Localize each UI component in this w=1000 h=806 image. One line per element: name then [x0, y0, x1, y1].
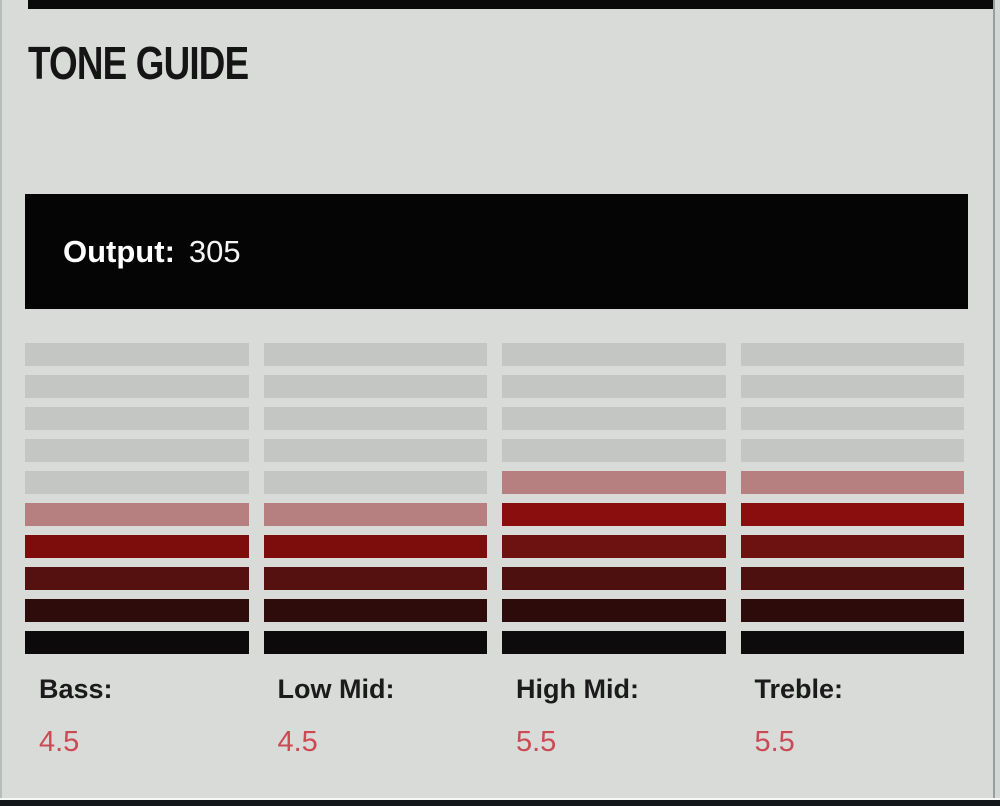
label-cell-treble: Treble: 5.5: [741, 674, 965, 759]
meter-segment: [740, 535, 964, 558]
meter-segment: [502, 503, 726, 526]
meter-column-high-mid: [502, 343, 726, 654]
window-right-margin: [995, 0, 1000, 806]
tone-meter-grid: [25, 343, 964, 654]
meter-segment: [25, 375, 249, 398]
meter-column-treble: [740, 343, 964, 654]
meter-segment: [263, 375, 487, 398]
meter-segment: [263, 471, 487, 494]
meter-segment: [740, 471, 964, 494]
meter-segment: [740, 343, 964, 366]
window-right-edge: [993, 0, 995, 806]
meter-segment: [502, 567, 726, 590]
meter-segment: [502, 375, 726, 398]
high-mid-label: High Mid:: [516, 674, 639, 704]
label-cell-low-mid: Low Mid: 4.5: [264, 674, 488, 759]
meter-segment: [263, 343, 487, 366]
meter-segment: [502, 631, 726, 654]
high-mid-value: 5.5: [516, 726, 557, 758]
meter-segment: [25, 343, 249, 366]
meter-segment: [25, 599, 249, 622]
meter-segment: [263, 439, 487, 462]
label-cell-high-mid: High Mid: 5.5: [502, 674, 726, 759]
meter-segment: [740, 439, 964, 462]
meter-segment: [25, 471, 249, 494]
output-panel: Output: 305: [25, 194, 968, 309]
meter-segment: [25, 407, 249, 430]
meter-segment: [263, 631, 487, 654]
bottom-black-bar: [0, 800, 1000, 806]
bass-label: Bass:: [39, 674, 113, 704]
meter-segment: [25, 631, 249, 654]
meter-segment: [740, 503, 964, 526]
low-mid-label: Low Mid:: [277, 674, 395, 704]
treble-value: 5.5: [754, 726, 795, 758]
meter-segment: [502, 343, 726, 366]
meter-segment: [25, 439, 249, 462]
meter-segment: [502, 599, 726, 622]
meter-segment: [740, 375, 964, 398]
treble-label: Treble:: [754, 674, 844, 704]
meter-segment: [263, 567, 487, 590]
meter-segment: [502, 535, 726, 558]
output-value: 305: [188, 233, 241, 269]
tone-label-row: Bass: 4.5 Low Mid: 4.5 High Mid: 5.5 Treble: 5.…: [25, 674, 964, 759]
meter-segment: [502, 471, 726, 494]
meter-segment: [740, 407, 964, 430]
top-black-bar: [28, 0, 994, 9]
meter-segment: [263, 503, 487, 526]
low-mid-value: 4.5: [277, 726, 318, 758]
meter-segment: [25, 503, 249, 526]
meter-segment: [502, 407, 726, 430]
meter-segment: [25, 535, 249, 558]
meter-segment: [263, 535, 487, 558]
meter-segment: [25, 567, 249, 590]
bottom-highlight-line: [0, 798, 1000, 800]
meter-segment: [502, 439, 726, 462]
meter-segment: [263, 599, 487, 622]
bass-value: 4.5: [39, 726, 80, 758]
meter-segment: [263, 407, 487, 430]
meter-column-low-mid: [263, 343, 487, 654]
window-left-edge: [0, 0, 2, 806]
output-label: Output:: [63, 233, 175, 269]
meter-segment: [740, 631, 964, 654]
meter-column-bass: [25, 343, 249, 654]
page-title: TONE GUIDE: [28, 37, 249, 89]
label-cell-bass: Bass: 4.5: [25, 674, 249, 759]
meter-segment: [740, 567, 964, 590]
meter-segment: [740, 599, 964, 622]
